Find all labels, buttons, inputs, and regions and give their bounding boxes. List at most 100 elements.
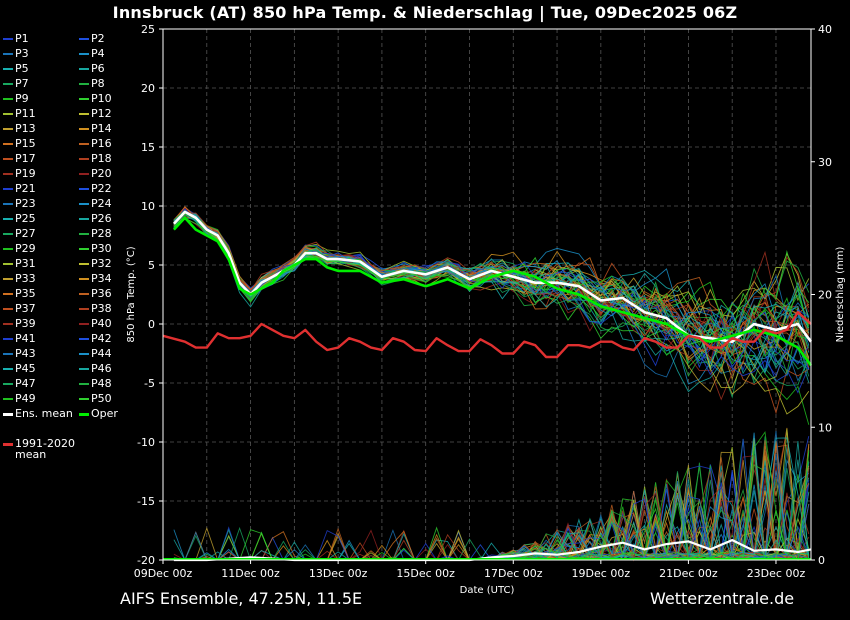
legend-swatch	[79, 383, 89, 385]
legend-swatch	[79, 248, 89, 250]
footer-source: AIFS Ensemble, 47.25N, 11.5E	[120, 589, 363, 608]
legend-item-p32: P32	[79, 258, 112, 270]
legend-label: P8	[91, 77, 105, 90]
legend-swatch	[79, 308, 89, 310]
legend-swatch	[79, 353, 89, 355]
legend-swatch	[3, 83, 13, 85]
oper-line	[172, 216, 813, 367]
legend-item-p40: P40	[79, 318, 112, 330]
legend-swatch	[3, 143, 13, 145]
legend-item-p50: P50	[79, 393, 112, 405]
legend-swatch	[79, 218, 89, 220]
legend-label: P41	[15, 332, 36, 345]
legend-item-oper: Oper	[79, 408, 118, 420]
legend-swatch	[79, 173, 89, 175]
legend-item-p31: P31	[3, 258, 36, 270]
legend-label: P23	[15, 197, 36, 210]
legend-item-p18: P18	[79, 153, 112, 165]
legend-swatch	[79, 233, 89, 235]
legend-label: P30	[91, 242, 112, 255]
legend-swatch	[79, 293, 89, 295]
legend-label: P16	[91, 137, 112, 150]
legend-label: P3	[15, 47, 29, 60]
legend-swatch	[3, 188, 13, 190]
legend-item-p19: P19	[3, 168, 36, 180]
legend-label: P48	[91, 377, 112, 390]
legend-label: P20	[91, 167, 112, 180]
legend-swatch	[3, 113, 13, 115]
legend-item-p10: P10	[79, 93, 112, 105]
y-tick-label: 25	[141, 23, 155, 36]
x-tick-label: 11Dec 00z	[221, 567, 280, 580]
legend-item-p21: P21	[3, 183, 36, 195]
legend-item-p5: P5	[3, 63, 29, 75]
legend-label: P1	[15, 32, 29, 45]
legend-label: P37	[15, 302, 36, 315]
legend-item-p37: P37	[3, 303, 36, 315]
member-temp-line	[173, 213, 810, 395]
legend-item-p46: P46	[79, 363, 112, 375]
legend-swatch	[79, 278, 89, 280]
legend-item-p8: P8	[79, 78, 105, 90]
y-tick-label: -20	[137, 554, 155, 567]
legend-item-climate-mean: 1991-2020	[3, 438, 75, 450]
legend-swatch	[79, 203, 89, 205]
legend-item-p11: P11	[3, 108, 36, 120]
legend-swatch	[79, 412, 89, 416]
legend-swatch	[3, 353, 13, 355]
legend-item-p47: P47	[3, 378, 36, 390]
legend-label: P10	[91, 92, 112, 105]
legend-swatch	[3, 368, 13, 370]
y2-tick-label: 0	[818, 554, 825, 567]
legend-label: P14	[91, 122, 112, 135]
legend-item-p7: P7	[3, 78, 29, 90]
member-precip-line	[173, 471, 809, 561]
y-tick-label: 15	[141, 141, 155, 154]
legend-swatch	[3, 98, 13, 100]
legend-label: P42	[91, 332, 112, 345]
legend-label: P40	[91, 317, 112, 330]
member-precip-line	[173, 465, 809, 561]
legend-item-p28: P28	[79, 228, 112, 240]
legend-label: P36	[91, 287, 112, 300]
legend-item-p34: P34	[79, 273, 112, 285]
legend-swatch	[79, 158, 89, 160]
legend-swatch	[3, 383, 13, 385]
legend-label: P7	[15, 77, 29, 90]
legend-swatch	[3, 203, 13, 205]
legend-item-p29: P29	[3, 243, 36, 255]
legend-item-p41: P41	[3, 333, 36, 345]
legend-label: Ens. mean	[15, 407, 73, 420]
legend-label: P32	[91, 257, 112, 270]
legend-swatch	[3, 338, 13, 340]
legend-item-p6: P6	[79, 63, 105, 75]
legend-item-p13: P13	[3, 123, 36, 135]
legend-swatch	[79, 113, 89, 115]
legend-label: P18	[91, 152, 112, 165]
legend-swatch	[79, 188, 89, 190]
legend-item-p16: P16	[79, 138, 112, 150]
legend-swatch	[79, 68, 89, 70]
legend-swatch	[3, 308, 13, 310]
x-tick-label: 09Dec 00z	[134, 567, 193, 580]
legend-swatch	[3, 293, 13, 295]
legend-label: P29	[15, 242, 36, 255]
legend-label: P33	[15, 272, 36, 285]
legend-swatch	[79, 263, 89, 265]
legend-label: P15	[15, 137, 36, 150]
legend-item-p30: P30	[79, 243, 112, 255]
legend-swatch	[3, 53, 13, 55]
legend-label: Oper	[91, 407, 118, 420]
legend-swatch	[3, 38, 13, 40]
legend-label: P19	[15, 167, 36, 180]
x-tick-label: 15Dec 00z	[396, 567, 455, 580]
legend-label: P21	[15, 182, 36, 195]
legend-label: P4	[91, 47, 105, 60]
legend-label: P12	[91, 107, 112, 120]
legend-item-p1: P1	[3, 33, 29, 45]
legend-swatch	[3, 158, 13, 160]
legend-swatch	[79, 98, 89, 100]
legend-item-p26: P26	[79, 213, 112, 225]
legend-item-p39: P39	[3, 318, 36, 330]
